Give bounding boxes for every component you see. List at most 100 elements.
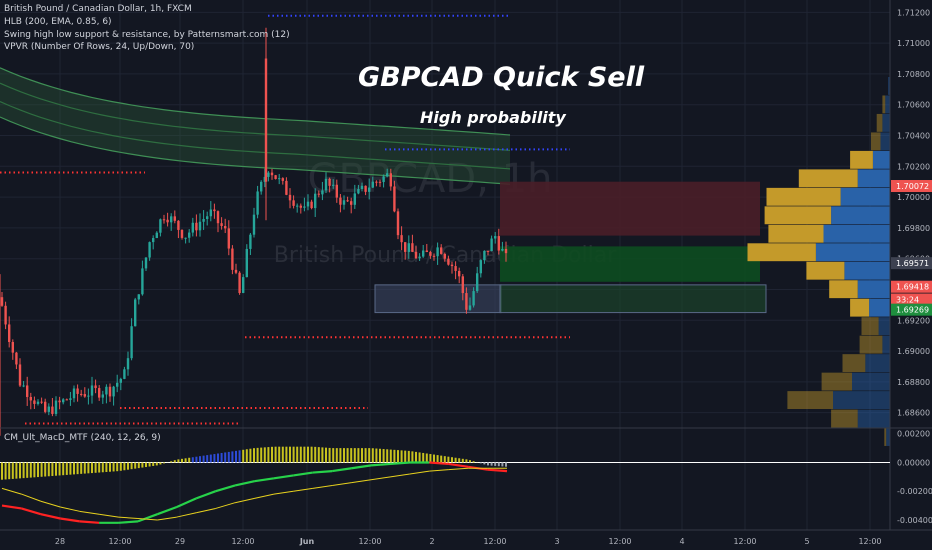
macd-histogram-bar — [188, 457, 191, 463]
macd-histogram-bar — [177, 459, 180, 463]
candle-body — [465, 293, 468, 310]
macd-histogram-bar — [44, 462, 47, 477]
candle-body — [461, 276, 464, 294]
macd-histogram-bar — [440, 455, 443, 463]
macd-histogram-bar — [145, 462, 147, 468]
indicator-vpvr-legend[interactable]: VPVR (Number Of Rows, 24, Up/Down, 70) — [4, 42, 195, 52]
time-tick-label: 28 — [55, 537, 65, 546]
macd-histogram-bar — [497, 462, 500, 467]
candle-body — [396, 211, 400, 236]
macd-histogram-bar — [159, 462, 162, 465]
candle-body — [83, 394, 86, 397]
macd-histogram-bar — [123, 462, 126, 471]
macd-histogram-bar — [155, 462, 158, 466]
price-tag-label: 1.69418 — [896, 283, 929, 292]
candle-body — [4, 305, 7, 325]
macd-histogram-bar — [112, 462, 115, 472]
volume-profile-up-bar — [815, 243, 890, 262]
macd-histogram-bar — [472, 461, 475, 463]
macd-histogram-bar — [364, 448, 367, 463]
macd-histogram-bar — [299, 446, 302, 463]
price-tick-label: 1.69200 — [897, 316, 930, 325]
indicator-swing-legend[interactable]: Swing high low support & resistance, by … — [4, 30, 290, 40]
macd-histogram-bar — [379, 448, 381, 463]
macd-histogram-bar — [469, 460, 471, 463]
macd-histogram-bar — [285, 446, 288, 463]
signal-line-segment — [273, 490, 294, 495]
candle-body — [188, 232, 191, 238]
price-tick-label: 1.70200 — [897, 162, 930, 171]
volume-profile-up-bar — [886, 428, 890, 446]
signal-line-segment — [254, 493, 275, 499]
candle-body — [69, 398, 72, 400]
macd-histogram-bar — [310, 446, 313, 463]
price-tick-label: 1.71000 — [897, 39, 930, 48]
macd-line-segment — [176, 497, 197, 509]
candle-body — [335, 184, 338, 198]
macd-histogram-bar — [19, 462, 21, 479]
time-tick-label: 12:00 — [358, 537, 381, 546]
candle-body — [264, 58, 268, 182]
candle-body — [310, 201, 313, 209]
candle-body — [173, 216, 176, 221]
time-tick-label: 12:00 — [108, 537, 131, 546]
macd-histogram-bar — [87, 462, 90, 474]
macd-histogram-bar — [361, 448, 363, 463]
candle-body — [72, 388, 76, 399]
symbol-legend[interactable]: British Pound / Canadian Dollar, 1h, FXC… — [4, 4, 192, 14]
signal-line-segment — [1, 487, 22, 495]
price-tag-label: 1.69269 — [896, 306, 929, 315]
candle-body — [256, 191, 259, 215]
candle-body — [47, 406, 50, 412]
macd-histogram-bar — [55, 462, 57, 476]
macd-histogram-bar — [152, 462, 155, 466]
macd-tick-label: 0.00200 — [897, 430, 930, 439]
candle-body — [450, 264, 454, 267]
volume-profile-down-bar — [850, 150, 873, 169]
macd-histogram-bar — [314, 446, 317, 463]
macd-histogram-bar — [119, 462, 122, 471]
price-axis: 1.71200 1.71000 1.70800 1.70600 1.70400 1.702… — [889, 0, 932, 530]
macd-histogram-bar — [353, 448, 356, 463]
candle-body — [411, 243, 414, 252]
candle-body — [238, 272, 241, 293]
macd-histogram-bar — [454, 457, 457, 463]
macd-legend[interactable]: CM_Ult_MacD_MTF (240, 12, 26, 9) — [4, 433, 161, 443]
candle-body — [54, 400, 58, 414]
candle-body — [119, 378, 122, 383]
candle-body — [353, 193, 356, 205]
candle-body — [220, 223, 223, 227]
stop-zone — [500, 181, 760, 236]
macd-histogram-bar — [170, 461, 173, 463]
macd-histogram-bar — [191, 457, 194, 463]
macd-line-segment — [312, 470, 333, 474]
volume-profile-down-bar — [766, 187, 841, 206]
hlb-band-line — [0, 116, 511, 185]
price-tag-label: 1.70072 — [896, 182, 929, 191]
candle-body — [328, 178, 331, 186]
candle-body — [0, 297, 4, 306]
candle-body — [422, 250, 425, 257]
volume-profile-down-bar — [747, 243, 816, 262]
indicator-hlb-legend[interactable]: HLB (200, EMA, 0.85, 6) — [4, 17, 112, 27]
volume-profile-down-bar — [764, 206, 832, 225]
macd-line-segment — [351, 464, 372, 470]
candle-body — [195, 222, 198, 231]
macd-line-segment — [157, 505, 178, 516]
signal-line-segment — [293, 487, 313, 492]
macd-histogram-bar — [325, 447, 327, 463]
time-tick-label: 29 — [175, 537, 185, 546]
macd-histogram-bar — [386, 449, 389, 463]
candle-body — [501, 248, 504, 251]
macd-line-segment — [429, 461, 449, 466]
macd-histogram-bar — [148, 462, 151, 467]
time-tick-label: 3 — [554, 537, 559, 546]
macd-histogram-bar — [375, 448, 378, 463]
macd-histogram-bar — [105, 462, 108, 472]
volume-profile-down-bar — [798, 169, 858, 188]
macd-histogram-bar — [238, 450, 241, 463]
volume-profile-down-bar — [882, 95, 886, 114]
candle-body — [184, 237, 187, 239]
price-tag — [891, 180, 932, 193]
candle-body — [76, 388, 79, 394]
